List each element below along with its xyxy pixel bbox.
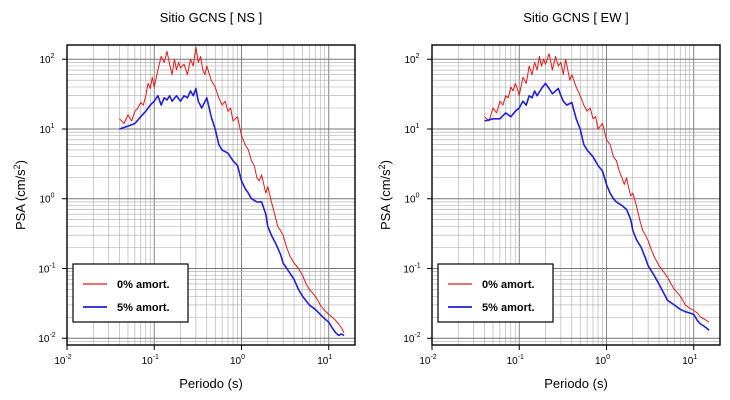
y-tick-label: 100 [404, 193, 419, 206]
x-tick-label: 10-2 [54, 354, 71, 367]
x-tick-label: 10-1 [142, 354, 159, 367]
x-tick-label: 10-1 [507, 354, 524, 367]
x-tick-label: 10-2 [419, 354, 436, 367]
x-tick-label: 100 [595, 354, 610, 367]
chart-panel-2: Sitio GCNS [ EW ] 10-2 10-1 100 101 10-2 10-1 1… [377, 10, 721, 391]
y-tick-label: 101 [39, 123, 54, 136]
legend-box [72, 263, 189, 323]
legend-label: 5% amort. [482, 302, 535, 314]
plot-frame [431, 44, 721, 346]
y-axis-label: PSA (cm/s2) [12, 160, 28, 230]
y-tick-label: 102 [404, 53, 419, 66]
legend-box [437, 263, 554, 323]
series-line-five-percent-damping [119, 87, 345, 337]
legend-label: 5% amort. [117, 302, 170, 314]
y-tick-label: 10-2 [38, 332, 55, 345]
x-tick-label: 101 [682, 354, 697, 367]
y-axis-label: PSA (cm/s2) [377, 160, 393, 230]
grid [431, 45, 721, 346]
y-tick-label: 100 [39, 193, 54, 206]
legend: 0% amort. 5% amort. [72, 263, 189, 323]
chart-title: Sitio GCNS [ EW ] [523, 10, 628, 25]
y-tick-label: 10-1 [38, 262, 55, 275]
chart-title: Sitio GCNS [ NS ] [160, 10, 263, 25]
x-tick-label: 100 [230, 354, 245, 367]
plot-frame [66, 44, 356, 346]
x-axis-label: Periodo (s) [544, 376, 608, 391]
series-line-five-percent-damping [484, 82, 710, 331]
y-tick-label: 101 [404, 123, 419, 136]
legend-label: 0% amort. [117, 279, 170, 291]
y-tick-label: 10-1 [403, 262, 420, 275]
y-tick-label: 10-2 [403, 332, 420, 345]
x-tick-label: 101 [317, 354, 332, 367]
x-axis-label: Periodo (s) [179, 376, 243, 391]
chart-panel-1: Sitio GCNS [ NS ] 10-2 10-1 100 101 10-2 10-1 1… [12, 10, 356, 391]
series-line-zero-damping [484, 53, 710, 323]
legend: 0% amort. 5% amort. [437, 263, 554, 323]
series-line-zero-damping [119, 46, 345, 333]
y-tick-label: 102 [39, 53, 54, 66]
legend-label: 0% amort. [482, 279, 535, 291]
